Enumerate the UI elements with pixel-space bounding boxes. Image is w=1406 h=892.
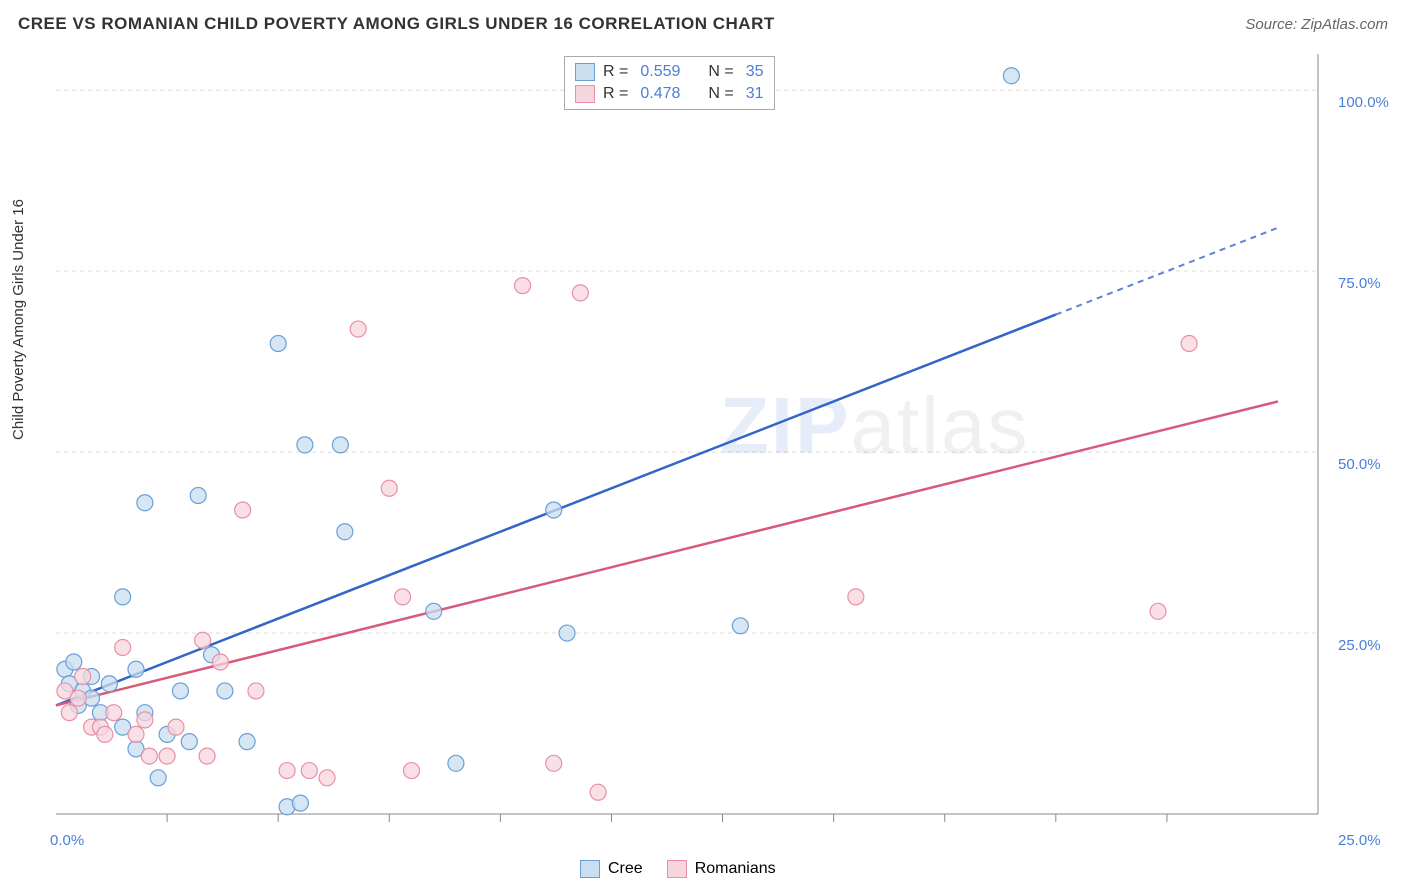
legend-series: Cree Romanians [580,860,776,878]
chart-source: Source: ZipAtlas.com [1245,16,1388,33]
legend-n-label: N = [708,63,733,81]
chart-header: CREE VS ROMANIAN CHILD POVERTY AMONG GIR… [18,14,1388,34]
legend-n-label: N = [708,85,733,103]
legend-n-value-romanians: 31 [746,85,764,103]
tick-label: 25.0% [1338,832,1381,849]
tick-label: 0.0% [50,832,84,849]
legend-label-romanians: Romanians [695,860,776,878]
tick-label: 50.0% [1338,456,1381,473]
y-axis-label: Child Poverty Among Girls Under 16 [10,199,27,440]
legend-item-romanians: Romanians [667,860,776,878]
legend-swatch-cree [575,63,595,81]
chart-area [48,54,1328,832]
legend-n-value-cree: 35 [746,63,764,81]
tick-label: 100.0% [1338,94,1389,111]
legend-swatch-romanians [575,85,595,103]
scatter-plot [48,54,1328,832]
chart-title: CREE VS ROMANIAN CHILD POVERTY AMONG GIR… [18,14,775,34]
source-prefix: Source: [1245,16,1301,33]
legend-row-romanians: R = 0.478 N = 31 [575,83,764,105]
legend-swatch-cree-icon [580,860,600,878]
source-name: ZipAtlas.com [1301,16,1388,33]
legend-r-label: R = [603,63,628,81]
legend-correlation: R = 0.559 N = 35 R = 0.478 N = 31 [564,56,775,110]
legend-r-label: R = [603,85,628,103]
tick-label: 25.0% [1338,637,1381,654]
legend-label-cree: Cree [608,860,643,878]
legend-item-cree: Cree [580,860,643,878]
legend-r-value-cree: 0.559 [640,63,680,81]
legend-r-value-romanians: 0.478 [640,85,680,103]
tick-label: 75.0% [1338,275,1381,292]
legend-swatch-romanians-icon [667,860,687,878]
legend-row-cree: R = 0.559 N = 35 [575,61,764,83]
